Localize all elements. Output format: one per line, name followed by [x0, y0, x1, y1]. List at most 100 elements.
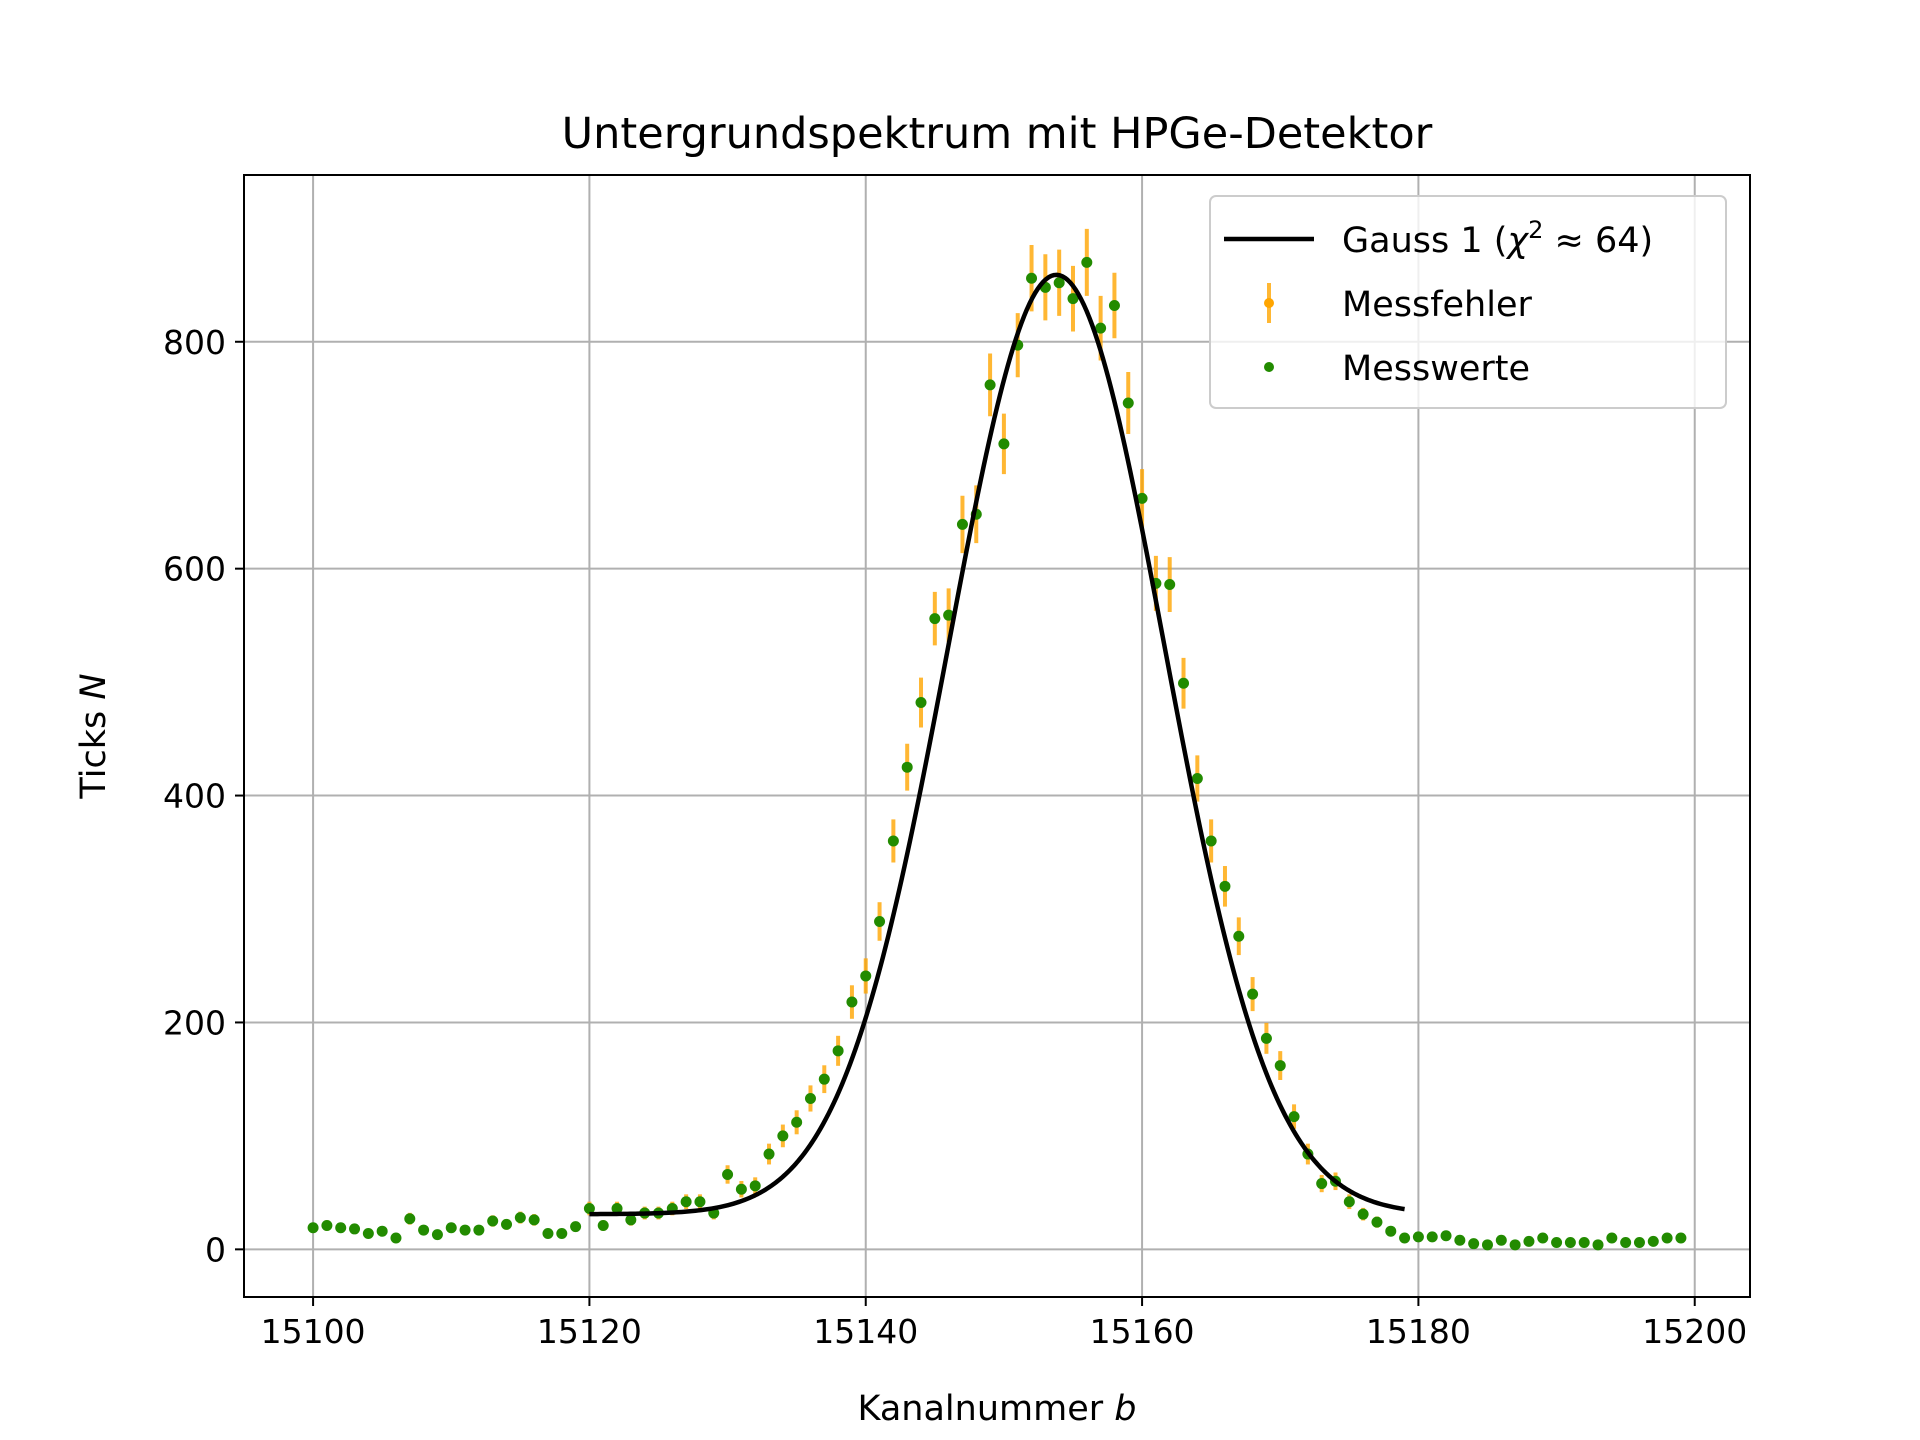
- data-point: [694, 1196, 706, 1208]
- data-point: [749, 1180, 761, 1192]
- data-point: [597, 1220, 609, 1232]
- fit-curve: [589, 272, 1405, 1217]
- data-point: [528, 1214, 540, 1226]
- data-point: [1481, 1239, 1493, 1251]
- data-point: [1495, 1234, 1507, 1246]
- data-point: [1357, 1208, 1369, 1220]
- data-point: [1564, 1237, 1576, 1249]
- data-point: [1578, 1237, 1590, 1249]
- y-tick-label: 800: [163, 323, 226, 362]
- data-point: [1067, 293, 1079, 305]
- data-point: [349, 1223, 361, 1235]
- data-point: [611, 1203, 623, 1215]
- data-point: [1081, 256, 1093, 268]
- data-point: [404, 1213, 416, 1225]
- data-point: [445, 1222, 457, 1234]
- data-point: [583, 1203, 595, 1215]
- data-point: [487, 1215, 499, 1227]
- x-tick-label: 15160: [1090, 1312, 1195, 1351]
- data-point: [1468, 1238, 1480, 1250]
- data-point: [1026, 272, 1038, 284]
- data-point: [1523, 1235, 1535, 1247]
- x-axis-label: Kanalnummer b: [858, 1389, 1137, 1429]
- data-point: [1675, 1232, 1687, 1244]
- data-point: [998, 438, 1010, 450]
- data-point: [542, 1227, 554, 1239]
- legend-fit-label-chi: χ: [1505, 221, 1529, 261]
- data-point: [860, 970, 872, 982]
- data-point: [501, 1218, 513, 1230]
- data-point: [431, 1229, 443, 1241]
- data-point: [459, 1224, 471, 1236]
- legend-fit-label-rest: ≈ 64): [1543, 221, 1653, 261]
- x-tick-label: 15120: [537, 1312, 642, 1351]
- data-point: [1233, 930, 1245, 942]
- y-axis-label: Ticks N: [74, 673, 114, 799]
- legend-errorbar-marker: [1264, 298, 1274, 308]
- data-point: [722, 1168, 734, 1180]
- data-point: [1426, 1231, 1438, 1243]
- data-point: [1164, 579, 1176, 591]
- data-point: [1095, 322, 1107, 334]
- legend: Gauss 1 (χ2 ≈ 64) Messfehler Messwerte: [1209, 195, 1727, 409]
- data-point: [1509, 1239, 1521, 1251]
- data-point: [1385, 1225, 1397, 1237]
- data-point: [1191, 773, 1203, 785]
- data-point: [1288, 1111, 1300, 1123]
- data-point: [1136, 492, 1148, 504]
- data-point: [473, 1224, 485, 1236]
- data-point: [777, 1130, 789, 1142]
- data-point: [763, 1148, 775, 1160]
- y-tick-label: 200: [163, 1003, 226, 1042]
- data-point: [514, 1212, 526, 1224]
- data-point: [984, 379, 996, 391]
- plot-frame: [243, 174, 1751, 1298]
- data-point: [804, 1092, 816, 1104]
- data-point: [1551, 1237, 1563, 1249]
- data-point: [1440, 1230, 1452, 1242]
- data-point: [1178, 677, 1190, 689]
- data-point: [1205, 835, 1217, 847]
- legend-box: [1209, 195, 1727, 409]
- data-point: [1108, 299, 1120, 311]
- data-point: [832, 1045, 844, 1057]
- data-point: [1260, 1032, 1272, 1044]
- legend-fit-label-main: Gauss 1 (: [1342, 221, 1507, 261]
- data-point: [1053, 277, 1065, 289]
- axis-ticks: 15100 15120 15140 15160 15180 15200 0 200 400 600…: [163, 323, 1747, 1351]
- x-tick-label: 15140: [813, 1312, 918, 1351]
- chart-title: Untergrundspektrum mit HPGe-Detektor: [562, 109, 1433, 159]
- x-tick-label: 15180: [1366, 1312, 1471, 1351]
- data-point: [1274, 1060, 1286, 1072]
- y-tick-label: 600: [163, 550, 226, 589]
- data-point: [556, 1227, 568, 1239]
- data-point: [1454, 1234, 1466, 1246]
- legend-point-swatch: [1264, 362, 1274, 372]
- data-point: [1399, 1232, 1411, 1244]
- data-point: [1633, 1237, 1645, 1249]
- data-point: [887, 835, 899, 847]
- data-point: [1219, 880, 1231, 892]
- data-point: [956, 518, 968, 530]
- data-point: [915, 697, 927, 709]
- data-point: [846, 996, 858, 1008]
- data-point: [901, 761, 913, 773]
- data-point: [1620, 1237, 1632, 1249]
- data-point: [1122, 397, 1134, 409]
- data-point: [376, 1225, 388, 1237]
- data-point: [362, 1227, 374, 1239]
- legend-fit-label-sup: 2: [1528, 216, 1543, 244]
- x-axis-label-var: b: [1114, 1389, 1136, 1429]
- x-tick-label: 15100: [261, 1312, 366, 1351]
- data-point: [735, 1183, 747, 1195]
- x-tick-label: 15200: [1642, 1312, 1747, 1351]
- x-axis-label-text: Kanalnummer: [858, 1389, 1104, 1429]
- data-point: [1592, 1239, 1604, 1251]
- data-point: [1247, 988, 1259, 1000]
- legend-fit-label: Gauss 1 (χ2 ≈ 64): [1342, 216, 1653, 261]
- data-point: [874, 915, 886, 927]
- data-point: [1343, 1196, 1355, 1208]
- legend-point-label: Messwerte: [1342, 349, 1530, 389]
- data-point: [307, 1222, 319, 1234]
